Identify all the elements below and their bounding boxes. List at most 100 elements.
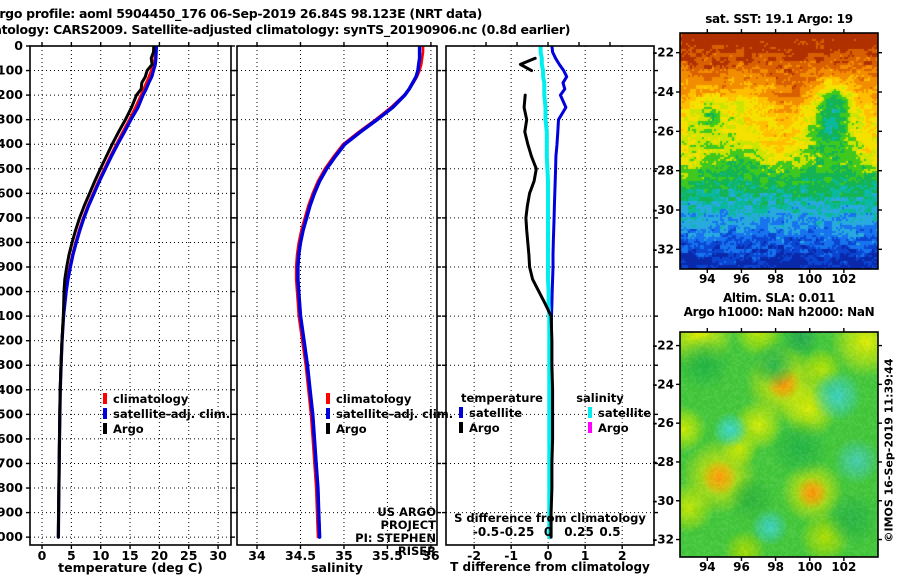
map-y-tick-label: -30 xyxy=(652,494,674,508)
legend-item: Argo xyxy=(103,422,230,437)
y-tick-label: 1900 xyxy=(0,505,23,520)
y-tick-label: 1400 xyxy=(0,382,23,397)
x-tick-label: -1 xyxy=(504,548,518,563)
map-x-tick-label: 98 xyxy=(767,560,784,574)
legend-item: Argo xyxy=(459,421,552,436)
series-satellite-adj-clim- xyxy=(296,46,422,539)
project-note-line1: US ARGO PROJECT xyxy=(377,505,436,532)
legend-heading: salinity xyxy=(576,391,624,405)
legend-label: satellite xyxy=(469,406,523,420)
series-argo xyxy=(56,46,156,539)
map-x-tick-label: 100 xyxy=(797,272,822,286)
temperature-legend: climatology satellite-adj. clim. Argo xyxy=(103,392,230,437)
project-note-line2: PI: STEPHEN RISER xyxy=(355,531,436,558)
salinity-legend: climatology satellite-adj. clim. Argo xyxy=(326,392,453,437)
y-tick-label: 1100 xyxy=(0,308,23,323)
y-tick-label: 500 xyxy=(0,161,23,176)
temperature-profile-series xyxy=(56,46,159,539)
legend-item: climatology xyxy=(326,392,453,407)
y-tick-label: 1300 xyxy=(0,357,23,372)
map-x-tick-label: 102 xyxy=(831,560,856,574)
y-tick-label: 400 xyxy=(0,136,23,151)
argo-swatch xyxy=(326,423,330,434)
legend-label: Argo xyxy=(336,422,367,436)
climatology-swatch xyxy=(103,393,107,404)
map-y-tick-label: -32 xyxy=(652,533,674,547)
sst-map-title: sat. SST: 19.1 Argo: 19 xyxy=(705,12,853,26)
y-tick-label: 800 xyxy=(0,234,23,249)
s-diff-tick-label: 0 xyxy=(544,525,552,539)
project-note: US ARGO PROJECT PI: STEPHEN RISER xyxy=(320,506,436,558)
y-tick-label: 1600 xyxy=(0,431,23,446)
climatology-swatch xyxy=(326,393,330,404)
y-tick-label: 300 xyxy=(0,112,23,127)
y-tick-label: 2000 xyxy=(0,529,23,544)
legend-item: satellite xyxy=(459,406,552,421)
figure-title-line2: Climatology: CARS2009. Satellite-adjuste… xyxy=(0,22,571,37)
series-s-diff-satellite xyxy=(538,46,552,540)
difference-temperature-legend: temperature satellite Argo xyxy=(452,391,552,436)
satellite-t-swatch xyxy=(459,407,463,418)
map-y-tick-label: -28 xyxy=(652,455,674,469)
legend-item: climatology xyxy=(103,392,230,407)
x-tick-label: 35.5 xyxy=(372,548,403,563)
s-diff-tick-label: 0.5 xyxy=(599,525,620,539)
y-tick-label: 900 xyxy=(0,259,23,274)
legend-item: Argo xyxy=(588,421,640,436)
satellite-s-swatch xyxy=(588,407,592,418)
y-tick-label: 1200 xyxy=(0,333,23,348)
y-tick-label: 200 xyxy=(0,87,23,102)
y-tick-label: 1700 xyxy=(0,455,23,470)
difference-profile-frame xyxy=(445,45,655,546)
legend-label: satellite-adj. clim. xyxy=(336,407,454,421)
s-diff-tick-label: 0.25 xyxy=(564,525,594,539)
map-y-tick-label: -30 xyxy=(652,203,674,217)
s-diff-tick-label: -0.5 xyxy=(473,525,499,539)
legend-item: satellite xyxy=(588,406,651,421)
map-x-tick-label: 94 xyxy=(699,560,716,574)
y-tick-label: 0 xyxy=(14,38,23,53)
satellite-adj-clim-swatch xyxy=(103,408,107,419)
map-y-tick-label: -24 xyxy=(652,377,674,391)
map-x-tick-label: 94 xyxy=(699,272,716,286)
legend-label: climatology xyxy=(113,392,189,406)
x-tick-label: 30 xyxy=(209,548,227,563)
legend-label: Argo xyxy=(598,421,629,435)
s-difference-axis-label: S difference from climatology xyxy=(454,511,646,525)
salinity-profile-frame xyxy=(236,45,438,546)
difference-salinity-legend: salinity satellite Argo xyxy=(560,391,651,436)
s-diff-tick-label: -0.25 xyxy=(500,525,535,539)
map-y-tick-label: -26 xyxy=(652,124,674,138)
legend-label: Argo xyxy=(113,422,144,436)
series-satellite-adj-clim- xyxy=(56,46,159,539)
legend-item: satellite-adj. clim. xyxy=(103,407,230,422)
x-tick-label: 20 xyxy=(151,548,169,563)
map-y-tick-label: -22 xyxy=(652,46,674,60)
x-tick-label: 2 xyxy=(618,548,627,563)
salinity-profile-series xyxy=(294,46,425,539)
sst-map-frame xyxy=(679,32,879,270)
y-tick-label: 1500 xyxy=(0,406,23,421)
x-tick-label: 15 xyxy=(121,548,138,563)
difference-profile-series xyxy=(518,46,569,540)
map-y-tick-label: -28 xyxy=(652,164,674,178)
x-tick-label: 5 xyxy=(67,548,76,563)
x-tick-label: 1 xyxy=(581,548,590,563)
y-tick-label: 100 xyxy=(0,63,23,78)
x-tick-label: 34.5 xyxy=(285,548,316,563)
salinity-axis-label: salinity xyxy=(311,560,363,575)
legend-label: satellite xyxy=(598,406,652,420)
map-y-tick-label: -32 xyxy=(652,242,674,256)
map-x-tick-label: 98 xyxy=(767,272,784,286)
argo-s-swatch xyxy=(588,422,592,433)
y-tick-label: 1000 xyxy=(0,284,23,299)
map-y-tick-label: -22 xyxy=(652,339,674,353)
map-x-tick-label: 96 xyxy=(733,272,750,286)
x-tick-label: 34 xyxy=(248,548,266,563)
sla-map-image xyxy=(680,332,878,557)
sla-map-frame xyxy=(679,331,879,558)
sla-map-title-line2: Argo h1000: NaN h2000: NaN xyxy=(683,305,875,319)
map-y-tick-label: -26 xyxy=(652,416,674,430)
